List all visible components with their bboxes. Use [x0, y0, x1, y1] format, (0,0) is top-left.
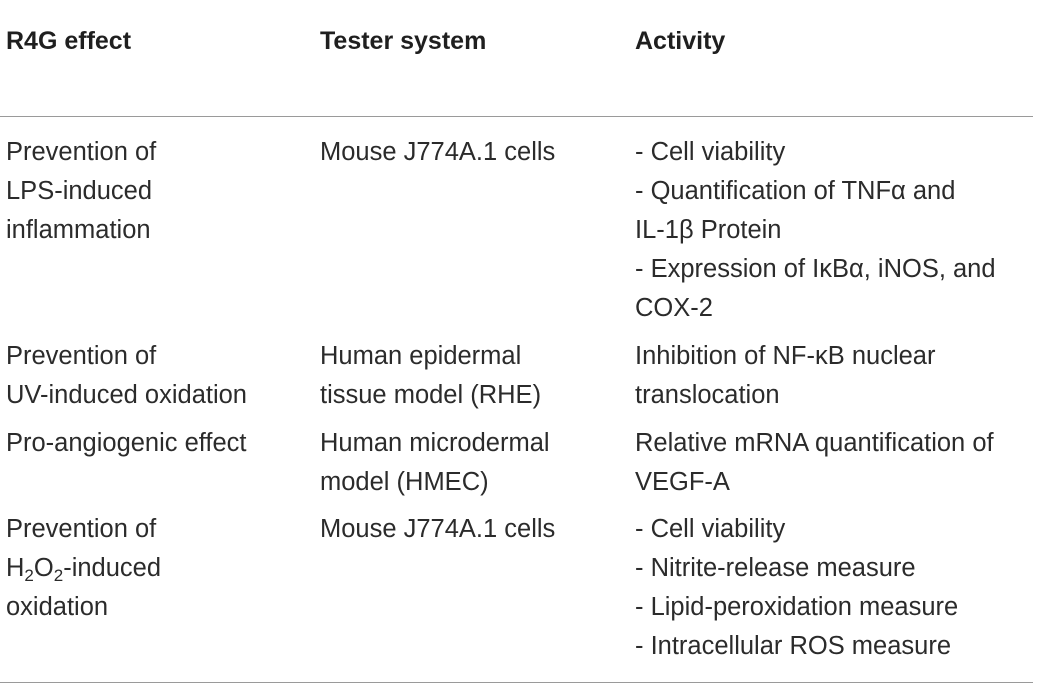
- cell-line: UV-induced oxidation: [6, 381, 247, 409]
- cell-line: Pro-angiogenic effect: [6, 429, 247, 457]
- effect-cell: Prevention of UV-induced oxidation: [6, 337, 247, 415]
- cell-line: Human epidermal: [320, 342, 522, 370]
- cell-line: LPS-induced: [6, 177, 153, 205]
- formula-h: H: [6, 554, 25, 582]
- cell-line-formula: H2O2-induced: [6, 549, 161, 588]
- cell-line: Prevention of: [6, 342, 157, 370]
- activity-cell: Inhibition of NF-κB nuclear translocatio…: [635, 337, 935, 415]
- cell-line: - Quantification of TNFα and: [635, 177, 956, 205]
- subscript-2: 2: [53, 566, 64, 585]
- cell-line: - Nitrite-release measure: [635, 554, 916, 582]
- cell-line: Inhibition of NF-κB nuclear: [635, 342, 936, 370]
- system-cell: Mouse J774A.1 cells: [320, 133, 555, 172]
- cell-line: - Expression of IκBα, iNOS, and: [635, 255, 996, 283]
- cell-line: - Cell viability: [635, 138, 786, 166]
- formula-suffix: -induced: [63, 554, 162, 582]
- header-effect: R4G effect: [6, 27, 132, 55]
- effect-cell: Prevention of H2O2-induced oxidation: [6, 510, 161, 627]
- activity-cell: - Cell viability - Nitrite-release measu…: [635, 510, 958, 666]
- cell-line: - Lipid-peroxidation measure: [635, 593, 959, 621]
- cell-line: tissue model (RHE): [320, 381, 542, 409]
- cell-line: Mouse J774A.1 cells: [320, 515, 556, 543]
- effect-cell: Pro-angiogenic effect: [6, 424, 247, 463]
- subscript-2: 2: [24, 566, 34, 585]
- cell-line: COX-2: [635, 294, 713, 322]
- cell-line: - Cell viability: [635, 515, 786, 543]
- activity-cell: Relative mRNA quantification of VEGF-A: [635, 424, 994, 502]
- cell-line: IL-1β Protein: [635, 216, 782, 244]
- cell-line: Mouse J774A.1 cells: [320, 138, 556, 166]
- formula-o: O: [33, 554, 54, 582]
- table-bottom-divider: [0, 682, 1033, 683]
- cell-line: VEGF-A: [635, 468, 730, 496]
- effect-cell: Prevention of LPS-induced inflammation: [6, 133, 156, 250]
- header-tester-system: Tester system: [320, 27, 487, 55]
- system-cell: Mouse J774A.1 cells: [320, 510, 555, 549]
- cell-line: Human microdermal: [320, 429, 550, 457]
- cell-line: Relative mRNA quantification of: [635, 429, 994, 457]
- cell-line: Prevention of: [6, 138, 157, 166]
- system-cell: Human microdermal model (HMEC): [320, 424, 550, 502]
- header-divider: [0, 116, 1033, 117]
- cell-line: - Intracellular ROS measure: [635, 632, 952, 660]
- activity-cell: - Cell viability - Quantification of TNF…: [635, 133, 996, 328]
- cell-line: inflammation: [6, 216, 151, 244]
- cell-line: model (HMEC): [320, 468, 489, 496]
- cell-line: translocation: [635, 381, 780, 409]
- cell-line: oxidation: [6, 593, 109, 621]
- header-activity: Activity: [635, 27, 726, 55]
- system-cell: Human epidermal tissue model (RHE): [320, 337, 541, 415]
- table-header-row: R4G effect Tester system Activity: [0, 0, 1039, 116]
- cell-line: Prevention of: [6, 515, 157, 543]
